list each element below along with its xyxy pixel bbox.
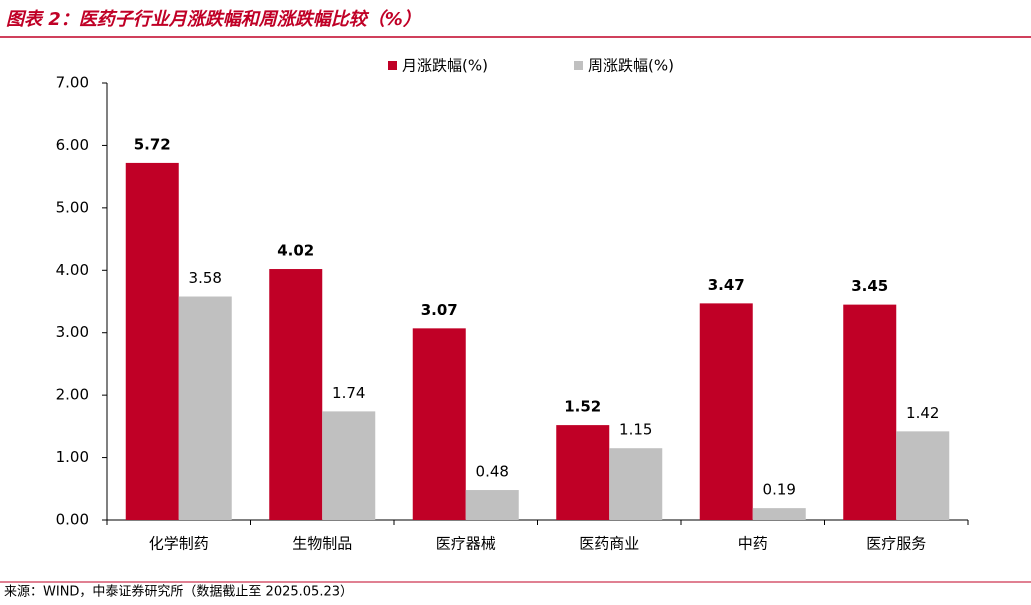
value-label: 3.58 — [189, 269, 222, 287]
bar — [752, 508, 806, 520]
bar — [699, 303, 753, 520]
y-tick-label: 2.00 — [56, 386, 89, 404]
legend-swatch — [388, 61, 397, 70]
bar — [412, 328, 466, 520]
bar — [269, 269, 323, 520]
value-label: 5.72 — [134, 135, 171, 153]
bar — [465, 490, 519, 520]
bar — [843, 304, 897, 520]
x-tick-label: 生物制品 — [292, 535, 352, 553]
value-label: 1.52 — [564, 398, 601, 416]
bar — [322, 411, 376, 520]
value-label: 0.19 — [763, 481, 796, 499]
value-label: 3.45 — [851, 277, 888, 295]
x-tick-label: 医疗服务 — [866, 535, 926, 553]
y-tick-label: 7.00 — [56, 74, 89, 92]
legend-label: 周涨跌幅(%) — [588, 57, 674, 75]
x-tick-label: 中药 — [738, 535, 768, 553]
value-label: 1.15 — [619, 421, 652, 439]
bar — [896, 431, 950, 520]
y-tick-label: 5.00 — [56, 198, 89, 216]
legend-label: 月涨跌幅(%) — [402, 57, 488, 75]
value-label: 1.74 — [332, 384, 365, 402]
chart-title: 图表 2：医药子行业月涨跌幅和周涨跌幅比较（%） — [6, 9, 421, 30]
value-label: 0.48 — [476, 463, 509, 481]
x-tick-label: 医药商业 — [579, 535, 639, 553]
bar — [178, 296, 232, 520]
bar — [125, 162, 179, 520]
y-tick-label: 6.00 — [56, 136, 89, 154]
y-tick-label: 3.00 — [56, 323, 89, 341]
y-tick-label: 1.00 — [56, 448, 89, 466]
value-label: 4.02 — [277, 242, 314, 260]
x-tick-label: 医疗器械 — [436, 535, 496, 553]
value-label: 1.42 — [906, 404, 939, 422]
bar — [609, 448, 663, 520]
x-tick-label: 化学制药 — [149, 535, 209, 553]
y-tick-label: 4.00 — [56, 261, 89, 279]
bar — [556, 425, 610, 520]
source: 来源：WIND，中泰证券研究所（数据截止至 2025.05.23） — [4, 584, 353, 600]
value-label: 3.07 — [421, 301, 458, 319]
value-label: 3.47 — [708, 276, 745, 294]
y-tick-label: 0.00 — [56, 511, 89, 529]
legend-swatch — [574, 61, 583, 70]
